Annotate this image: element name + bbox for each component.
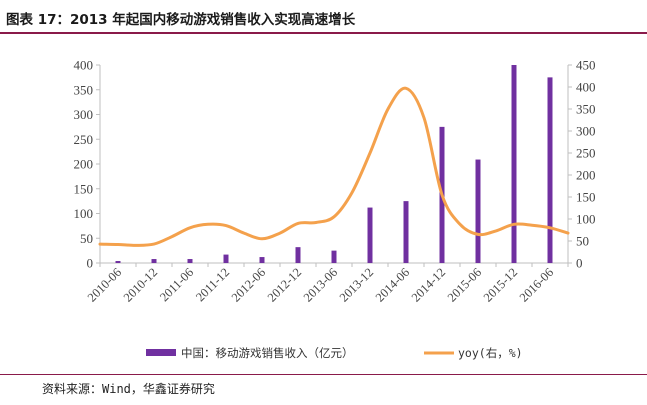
y-tick-label-left: 150 bbox=[74, 181, 94, 196]
legend: 中国：移动游戏销售收入（亿元） yoy(右，%) bbox=[146, 346, 523, 360]
x-tick-label: 2016-06 bbox=[517, 265, 556, 304]
source-divider bbox=[0, 374, 647, 375]
legend-bar-swatch bbox=[146, 349, 176, 356]
legend-line-label: yoy(右，%) bbox=[458, 346, 523, 360]
bar bbox=[511, 65, 517, 263]
x-tick-label: 2015-06 bbox=[445, 265, 484, 304]
bar bbox=[259, 257, 265, 263]
y-tick-label-left: 0 bbox=[87, 256, 94, 271]
y-tick-label-right: 50 bbox=[576, 234, 589, 249]
x-tick-label: 2012-12 bbox=[265, 265, 304, 304]
y-tick-label-left: 50 bbox=[80, 231, 93, 246]
bar bbox=[187, 259, 193, 263]
x-tick-label: 2011-12 bbox=[193, 265, 232, 304]
x-tick-label: 2014-06 bbox=[373, 265, 412, 304]
y-tick-label-right: 100 bbox=[576, 212, 596, 227]
chart-title: 图表 17：2013 年起国内移动游戏销售收入实现高速增长 bbox=[6, 12, 356, 28]
x-tick-label: 2013-12 bbox=[337, 265, 376, 304]
y-tick-label-right: 150 bbox=[576, 190, 596, 205]
chart: 0 50 100 150 200 250 300 350 400 0 50 100 150 200 250 3… bbox=[74, 58, 596, 361]
x-tick-label: 2013-06 bbox=[301, 265, 340, 304]
bar bbox=[367, 207, 373, 263]
y-tick-label-left: 300 bbox=[74, 107, 94, 122]
bar bbox=[475, 159, 481, 263]
y-tick-label-left: 250 bbox=[74, 132, 94, 147]
y-tick-label-left: 200 bbox=[74, 157, 94, 172]
bar bbox=[547, 77, 553, 263]
legend-bar-label: 中国：移动游戏销售收入（亿元） bbox=[181, 346, 354, 360]
y-tick-label-right: 450 bbox=[576, 58, 596, 73]
x-tick-label: 2010-12 bbox=[121, 265, 160, 304]
bar bbox=[403, 201, 409, 263]
x-tick-label: 2014-12 bbox=[409, 265, 448, 304]
x-tick-label: 2010-06 bbox=[85, 265, 124, 304]
y-tick-label-left: 350 bbox=[74, 82, 94, 97]
y-tick-label-right: 400 bbox=[576, 80, 596, 95]
bar bbox=[223, 254, 229, 263]
yoy-line bbox=[98, 86, 570, 247]
title-divider bbox=[0, 32, 647, 34]
y-tick-label-right: 300 bbox=[576, 124, 596, 139]
x-tick-label: 2015-12 bbox=[481, 265, 520, 304]
line-series bbox=[98, 86, 570, 247]
bar bbox=[331, 250, 337, 263]
chart-axes: 0 50 100 150 200 250 300 350 400 0 50 100 150 200 250 3… bbox=[74, 58, 596, 305]
y-tick-label-right: 0 bbox=[576, 256, 583, 271]
source-note: 资料来源：Wind，华鑫证券研究 bbox=[42, 382, 215, 396]
x-tick-label: 2012-06 bbox=[229, 265, 268, 304]
bar bbox=[151, 259, 157, 263]
y-tick-label-right: 250 bbox=[576, 146, 596, 161]
y-tick-label-left: 100 bbox=[74, 206, 94, 221]
x-tick-label: 2011-06 bbox=[157, 265, 196, 304]
y-tick-label-left: 400 bbox=[74, 58, 94, 73]
bar bbox=[295, 247, 301, 263]
bar bbox=[115, 261, 121, 263]
y-tick-label-right: 350 bbox=[576, 102, 596, 117]
y-tick-label-right: 200 bbox=[576, 168, 596, 183]
